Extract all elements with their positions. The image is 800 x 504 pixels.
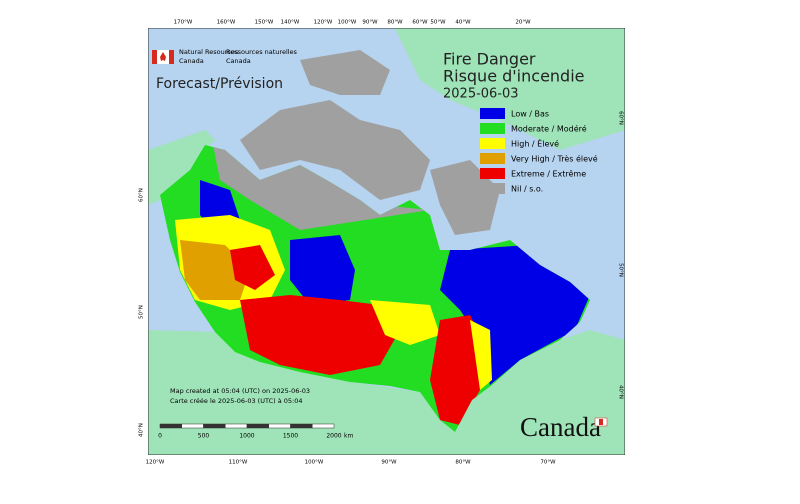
legend-label: Moderate / Modéré (511, 124, 587, 134)
latitude-label: 60°N (618, 111, 624, 125)
high-area (470, 320, 492, 390)
longitude-label: 40°W (455, 20, 471, 26)
flag-band (152, 50, 157, 64)
longitude-label: 70°W (540, 460, 556, 466)
high-area (370, 300, 440, 345)
longitude-label: 60°W (412, 20, 428, 26)
wordmark: Canada (520, 412, 601, 442)
agency-name: Natural Resources (179, 48, 239, 56)
arctic-islands (240, 100, 430, 200)
legend-label: High / Élevé (511, 138, 559, 149)
scale-unit: km (344, 433, 353, 440)
low-area (290, 235, 355, 305)
longitude-label: 160°W (217, 20, 236, 26)
agency-name: Canada (226, 57, 251, 65)
scale-segment (312, 423, 335, 429)
scale-label: 2000 (326, 433, 341, 440)
longitude-label: 80°W (455, 460, 471, 466)
legend-swatch (480, 168, 505, 179)
latitude-label: 40°N (618, 385, 624, 399)
legend-swatch (480, 138, 505, 149)
agency-name: Canada (179, 57, 204, 65)
latitude-label: 60°N (139, 188, 145, 202)
latitude-label: 50°N (139, 305, 145, 319)
low-area (440, 245, 590, 385)
scale-segment (268, 423, 291, 429)
flag-band (169, 50, 174, 64)
extreme-area (230, 245, 275, 290)
map-area (148, 28, 625, 455)
longitude-label: 110°W (229, 460, 248, 466)
wordmark-flag-leaf (599, 419, 603, 425)
scale-label: 1000 (239, 433, 254, 440)
scale-segment (181, 423, 204, 429)
longitude-label: 90°W (362, 20, 378, 26)
scale-label: 0 (158, 433, 162, 440)
longitude-label: 170°W (174, 20, 193, 26)
agency-logo: Natural Resources Canada Ressources natu… (152, 48, 298, 65)
latitude-label: 50°N (618, 263, 624, 277)
scale-bar: 0 500 1000 1500 2000 km (158, 423, 353, 440)
legend-swatch (480, 153, 505, 164)
longitude-label: 100°W (338, 20, 357, 26)
alaska (148, 130, 215, 205)
legend-label: Very High / Très élevé (511, 154, 598, 164)
agency-name: Ressources naturelles (226, 48, 298, 56)
graticule-labels: 170°W 160°W 150°W 140°W 120°W 100°W 90°W 80°W 60… (139, 20, 624, 466)
latitude-label: 40°N (139, 423, 145, 437)
legend-swatch (480, 108, 505, 119)
title: Risque d'incendie (443, 67, 585, 86)
legend: Low / Bas Moderate / Modéré High / Élevé Ve… (480, 108, 598, 194)
legend-swatch (480, 123, 505, 134)
longitude-label: 150°W (255, 20, 274, 26)
legend-label: Low / Bas (511, 110, 549, 119)
note: Map created at 05:04 (UTC) on 2025-06-03 (170, 387, 310, 395)
scale-segment (290, 423, 313, 429)
longitude-label: 50°W (430, 20, 446, 26)
scale-segment (159, 423, 182, 429)
scale-segment (246, 423, 269, 429)
product-label: Forecast/Prévision (156, 76, 283, 92)
greenland (395, 28, 625, 150)
scale-label: 500 (198, 433, 210, 440)
legend-swatch (480, 183, 505, 194)
scale-label: 1500 (283, 433, 298, 440)
longitude-label: 80°W (387, 20, 403, 26)
date: 2025-06-03 (443, 87, 519, 102)
extreme-area (240, 295, 400, 375)
legend-label: Nil / s.o. (511, 185, 543, 194)
longitude-label: 90°W (381, 460, 397, 466)
scale-segment (225, 423, 248, 429)
longitude-label: 20°W (515, 20, 531, 26)
note: Carte créée le 2025-06-03 (UTC) à 05:04 (170, 397, 303, 405)
extreme-area (430, 315, 485, 425)
longitude-label: 100°W (305, 460, 324, 466)
longitude-label: 120°W (146, 460, 165, 466)
arctic-islands (300, 50, 390, 95)
title: Fire Danger (443, 50, 536, 69)
legend-label: Extreme / Extrême (511, 169, 586, 179)
longitude-label: 120°W (314, 20, 333, 26)
maple-leaf (160, 52, 166, 61)
longitude-label: 140°W (281, 20, 300, 26)
scale-segment (203, 423, 226, 429)
